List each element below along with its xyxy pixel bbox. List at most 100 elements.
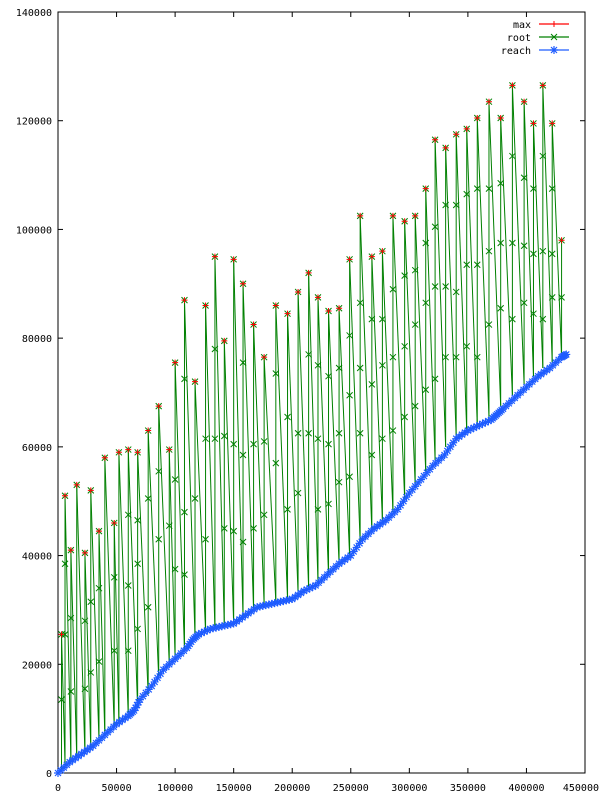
max-point bbox=[389, 212, 396, 219]
root-point bbox=[124, 647, 132, 655]
root-point bbox=[260, 511, 268, 519]
max-point bbox=[192, 378, 199, 385]
legend-label-max: max bbox=[513, 20, 531, 31]
reach-point bbox=[80, 747, 89, 756]
root-point bbox=[314, 435, 322, 443]
reach-point bbox=[65, 758, 74, 767]
max-point bbox=[442, 144, 449, 151]
reach-point bbox=[288, 595, 297, 604]
reach-point bbox=[209, 624, 218, 633]
reach-point bbox=[197, 629, 206, 638]
max-point bbox=[463, 125, 470, 132]
root-point bbox=[548, 294, 556, 301]
reach-point bbox=[150, 677, 159, 686]
reach-point bbox=[449, 438, 458, 447]
root-point bbox=[401, 272, 409, 279]
root-drop-line bbox=[64, 495, 72, 760]
reach-point bbox=[138, 692, 147, 701]
root-point bbox=[81, 617, 89, 625]
root-point bbox=[539, 315, 547, 323]
root-point bbox=[539, 152, 547, 160]
y-tick-label: 40000 bbox=[22, 552, 52, 563]
legend-label-reach: reach bbox=[501, 46, 531, 57]
max-point bbox=[172, 359, 179, 366]
max-point bbox=[181, 297, 188, 304]
max-point bbox=[58, 631, 65, 638]
reach-point bbox=[542, 366, 551, 375]
root-point bbox=[463, 342, 471, 350]
root-drop-line bbox=[168, 449, 176, 659]
root-point bbox=[539, 247, 547, 255]
root-point bbox=[422, 239, 430, 247]
root-drop-line bbox=[70, 550, 78, 757]
reach-point bbox=[270, 599, 279, 608]
reach-point bbox=[68, 756, 77, 765]
reach-point bbox=[340, 555, 349, 564]
root-point bbox=[463, 261, 471, 269]
max-point bbox=[261, 354, 268, 361]
root-point bbox=[211, 345, 219, 353]
root-drop-line bbox=[263, 357, 277, 602]
reach-point bbox=[346, 551, 355, 560]
max-point bbox=[558, 237, 565, 244]
max-point bbox=[111, 519, 118, 526]
root-drop-line bbox=[98, 531, 106, 735]
reach-point bbox=[220, 621, 229, 630]
reach-point bbox=[273, 598, 282, 607]
max-point bbox=[240, 280, 247, 287]
reach-point bbox=[131, 703, 140, 712]
root-point bbox=[171, 476, 179, 483]
reach-point bbox=[247, 607, 256, 616]
max-point bbox=[67, 547, 74, 554]
max-point bbox=[368, 253, 375, 260]
root-point bbox=[155, 535, 163, 543]
root-drop-line bbox=[455, 134, 468, 431]
root-point bbox=[134, 516, 141, 524]
root-point bbox=[272, 370, 280, 377]
root-point bbox=[325, 440, 332, 448]
reach-point bbox=[452, 434, 461, 443]
root-drop-line bbox=[317, 297, 330, 575]
root-point bbox=[250, 525, 257, 532]
root-drop-line bbox=[183, 300, 196, 638]
max-point bbox=[81, 549, 88, 556]
x-tick-label: 400000 bbox=[508, 783, 544, 794]
root-point bbox=[422, 386, 430, 394]
root-point bbox=[389, 353, 397, 361]
root-point bbox=[144, 495, 152, 502]
reach-point bbox=[77, 749, 86, 758]
reach-point bbox=[226, 620, 235, 629]
root-point bbox=[67, 688, 75, 695]
root-point bbox=[239, 359, 247, 366]
y-tick-label: 120000 bbox=[16, 117, 52, 128]
reach-point bbox=[458, 430, 467, 439]
root-point bbox=[87, 598, 95, 606]
reach-point bbox=[440, 451, 449, 460]
reach-point bbox=[144, 685, 153, 694]
reach-point bbox=[373, 522, 382, 531]
reach-point bbox=[74, 752, 83, 761]
reach-point bbox=[562, 350, 571, 359]
max-point bbox=[145, 427, 152, 434]
root-point bbox=[134, 560, 141, 568]
root-drop-line bbox=[137, 452, 149, 695]
root-point bbox=[171, 565, 179, 573]
max-point bbox=[101, 454, 108, 461]
reach-point bbox=[402, 493, 411, 502]
root-drop-line bbox=[349, 259, 361, 543]
reach-point bbox=[393, 505, 402, 514]
x-tick-label: 150000 bbox=[216, 783, 252, 794]
reach-point bbox=[267, 599, 276, 608]
root-point bbox=[431, 223, 439, 231]
root-point bbox=[81, 685, 89, 693]
x-tick-label: 250000 bbox=[333, 783, 369, 794]
reach-point bbox=[478, 419, 487, 428]
root-point bbox=[124, 511, 132, 519]
root-point bbox=[452, 288, 460, 296]
reach-point bbox=[460, 428, 469, 437]
reach-point bbox=[294, 590, 303, 599]
legend: max root reach bbox=[501, 20, 569, 57]
root-drop-line bbox=[414, 215, 427, 472]
max-point bbox=[284, 310, 291, 317]
root-point bbox=[401, 342, 409, 350]
